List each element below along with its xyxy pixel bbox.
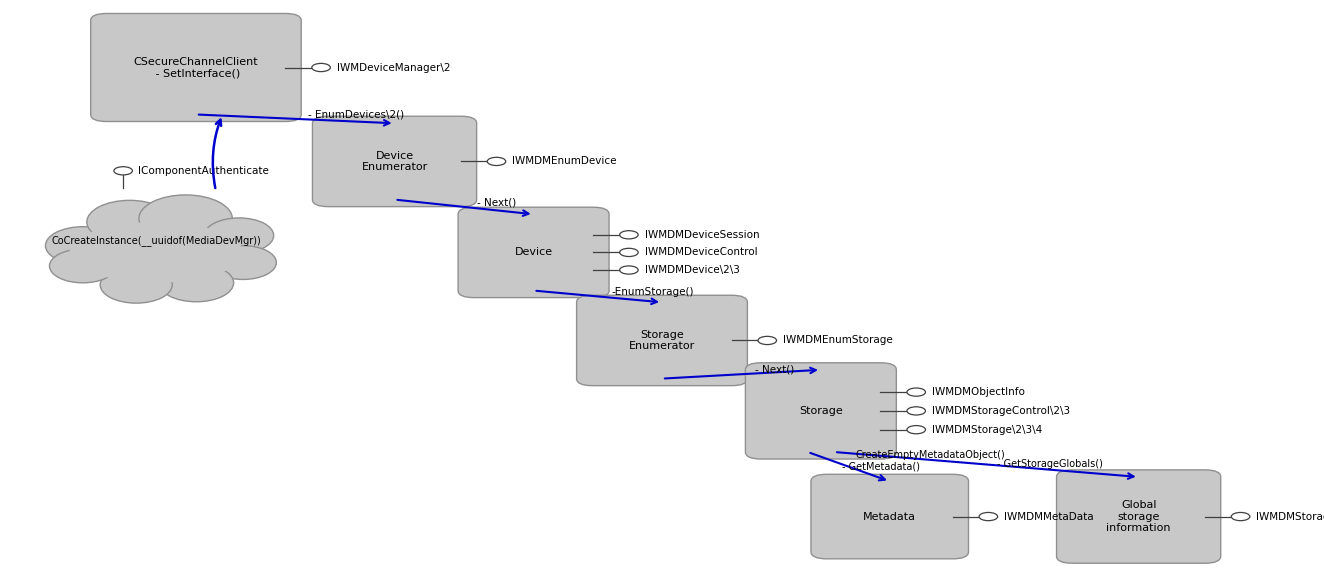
Text: Storage
Enumerator: Storage Enumerator (629, 330, 695, 351)
Text: IWMDMStorageControl\2\3: IWMDMStorageControl\2\3 (932, 406, 1070, 416)
Circle shape (907, 388, 925, 396)
Text: IComponentAuthenticate: IComponentAuthenticate (138, 166, 269, 176)
FancyArrowPatch shape (536, 291, 657, 304)
FancyArrowPatch shape (397, 200, 528, 216)
Circle shape (757, 336, 776, 345)
FancyBboxPatch shape (810, 474, 969, 559)
Ellipse shape (45, 227, 120, 265)
Text: - Next(): - Next() (478, 197, 516, 207)
Text: -EnumStorage(): -EnumStorage() (612, 286, 694, 297)
Text: CoCreateInstance(__uuidof(MediaDevMgr)): CoCreateInstance(__uuidof(MediaDevMgr)) (52, 235, 261, 246)
Ellipse shape (159, 264, 233, 302)
Text: - GetStorageGlobals(): - GetStorageGlobals() (997, 460, 1103, 470)
FancyArrowPatch shape (665, 367, 816, 379)
Circle shape (620, 231, 638, 239)
FancyBboxPatch shape (458, 207, 609, 298)
FancyArrowPatch shape (199, 114, 389, 126)
Text: IWMDMStorageGlobals: IWMDMStorageGlobals (1256, 511, 1324, 522)
Text: CreateEmptyMetadataObject(): CreateEmptyMetadataObject() (855, 450, 1005, 460)
Text: Global
storage
information: Global storage information (1107, 500, 1170, 533)
Text: Device: Device (515, 247, 552, 258)
Text: IWMDeviceManager\2: IWMDeviceManager\2 (336, 62, 450, 73)
Text: - EnumDevices\2(): - EnumDevices\2() (308, 109, 405, 119)
Circle shape (978, 512, 998, 521)
FancyBboxPatch shape (577, 295, 747, 386)
Circle shape (114, 167, 132, 175)
Text: IWMDMMetaData: IWMDMMetaData (1005, 511, 1094, 522)
Text: Device
Enumerator: Device Enumerator (361, 151, 428, 172)
FancyBboxPatch shape (745, 363, 896, 459)
Text: - Next(): - Next() (755, 365, 794, 375)
FancyArrowPatch shape (837, 452, 1133, 479)
Text: Metadata: Metadata (863, 511, 916, 522)
Circle shape (1231, 512, 1250, 521)
Text: IWMDMDeviceControl: IWMDMDeviceControl (645, 247, 757, 258)
Text: - GetMetadata(): - GetMetadata() (842, 461, 920, 472)
Text: Storage: Storage (798, 406, 843, 416)
FancyBboxPatch shape (1057, 470, 1221, 564)
Circle shape (620, 248, 638, 257)
Ellipse shape (49, 249, 117, 283)
FancyArrowPatch shape (213, 120, 221, 188)
FancyBboxPatch shape (312, 116, 477, 207)
Ellipse shape (101, 266, 172, 303)
Circle shape (312, 63, 330, 72)
Text: IWMDMEnumStorage: IWMDMEnumStorage (784, 335, 892, 346)
Circle shape (907, 426, 925, 434)
Text: CSecureChannelClient
 - SetInterface(): CSecureChannelClient - SetInterface() (134, 57, 258, 78)
Circle shape (907, 407, 925, 415)
Ellipse shape (204, 218, 274, 253)
Ellipse shape (87, 200, 172, 244)
Ellipse shape (139, 195, 232, 242)
Text: IWMDMStorage\2\3\4: IWMDMStorage\2\3\4 (932, 424, 1042, 435)
Text: IWMDMObjectInfo: IWMDMObjectInfo (932, 387, 1025, 397)
FancyBboxPatch shape (90, 14, 301, 122)
Ellipse shape (69, 222, 244, 283)
FancyArrowPatch shape (810, 453, 884, 480)
Text: IWMDMDevice\2\3: IWMDMDevice\2\3 (645, 265, 740, 275)
Text: IWMDMDeviceSession: IWMDMDeviceSession (645, 230, 760, 240)
Ellipse shape (209, 245, 277, 279)
Text: IWMDMEnumDevice: IWMDMEnumDevice (512, 156, 617, 167)
Circle shape (487, 157, 506, 166)
Circle shape (620, 266, 638, 274)
